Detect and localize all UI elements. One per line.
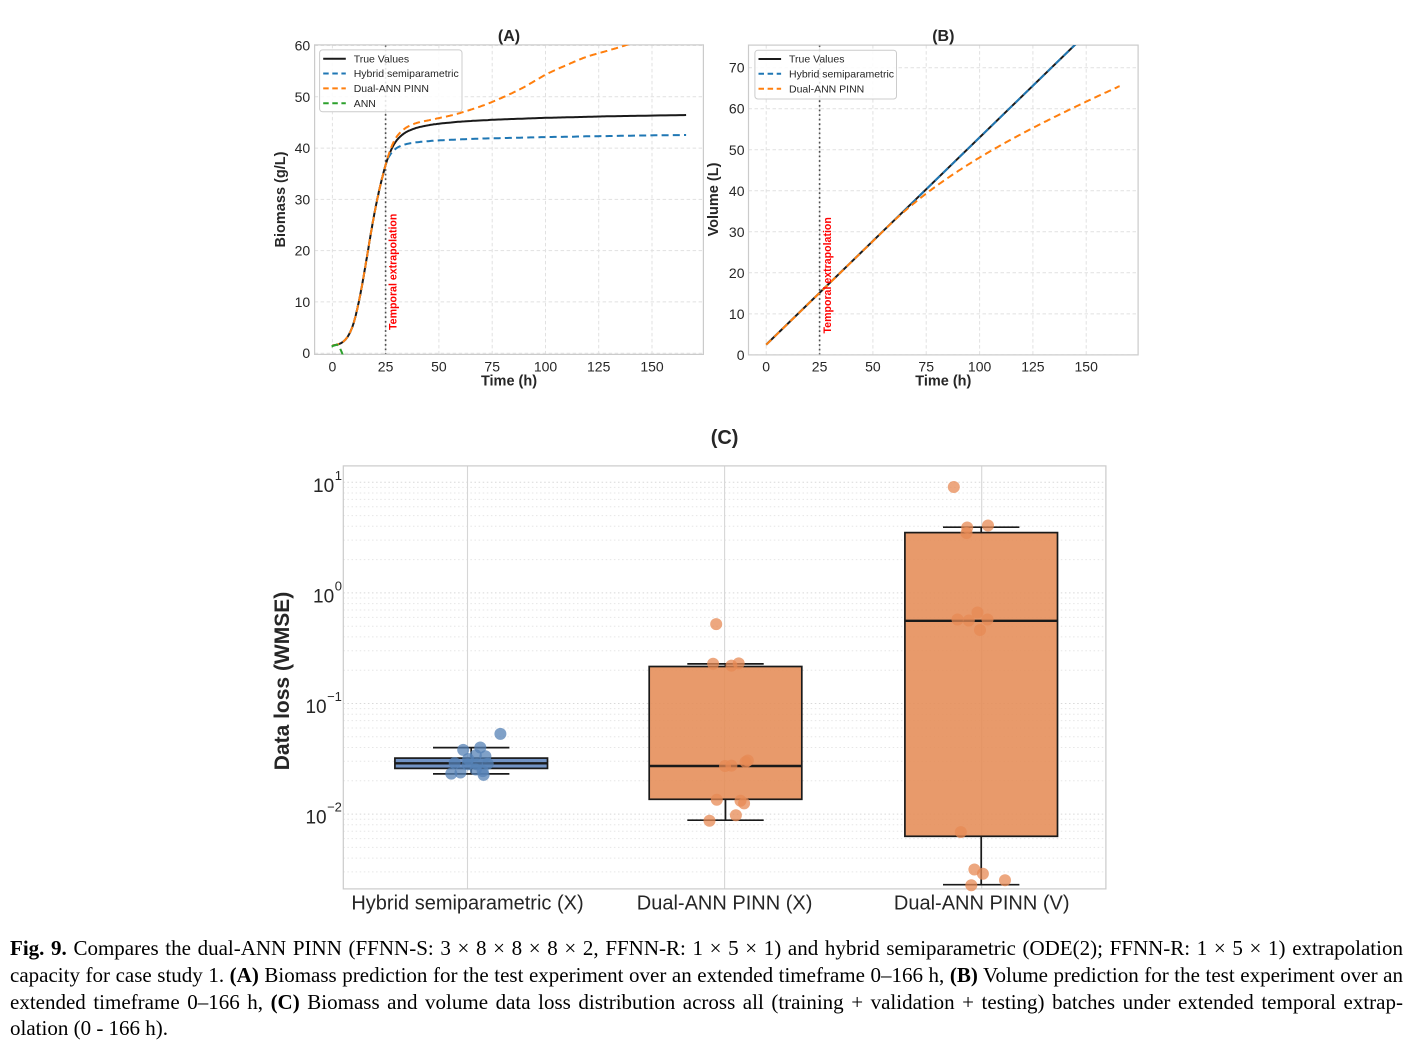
svg-text:Temporal extrapolation: Temporal extrapolation [822, 217, 834, 333]
svg-text:Hybrid semiparametric: Hybrid semiparametric [354, 68, 459, 80]
svg-text:0: 0 [737, 347, 745, 363]
svg-text:(C): (C) [711, 427, 739, 449]
svg-text:100: 100 [968, 359, 992, 375]
svg-text:10: 10 [313, 586, 334, 607]
svg-text:Temporal extrapolation: Temporal extrapolation [388, 214, 400, 330]
svg-text:Dual-ANN PINN: Dual-ANN PINN [354, 83, 429, 95]
svg-text:0: 0 [335, 578, 342, 593]
svg-text:75: 75 [918, 359, 934, 375]
svg-text:0: 0 [302, 345, 310, 361]
svg-text:60: 60 [295, 38, 311, 54]
svg-text:Data loss (WMSE): Data loss (WMSE) [271, 592, 294, 771]
svg-text:True Values: True Values [789, 54, 844, 66]
svg-text:(B): (B) [932, 28, 954, 45]
svg-text:Biomass (g/L): Biomass (g/L) [273, 151, 289, 247]
svg-text:60: 60 [729, 101, 745, 117]
svg-text:125: 125 [587, 359, 611, 375]
svg-text:Time (h): Time (h) [915, 374, 971, 390]
svg-text:10: 10 [295, 294, 311, 310]
svg-text:40: 40 [295, 140, 311, 156]
svg-text:20: 20 [729, 265, 745, 281]
svg-text:10: 10 [305, 697, 326, 718]
svg-text:50: 50 [295, 89, 311, 105]
svg-text:150: 150 [1075, 359, 1099, 375]
svg-text:30: 30 [729, 224, 745, 240]
svg-text:0: 0 [762, 359, 770, 375]
svg-text:70: 70 [729, 60, 745, 76]
svg-text:30: 30 [295, 191, 311, 207]
svg-text:50: 50 [729, 142, 745, 158]
svg-text:−2: −2 [327, 800, 342, 815]
svg-text:10: 10 [729, 306, 745, 322]
svg-text:Volume (L): Volume (L) [706, 162, 722, 236]
svg-text:Hybrid semiparametric (X): Hybrid semiparametric (X) [351, 893, 583, 915]
svg-text:10: 10 [313, 476, 334, 497]
svg-text:Dual-ANN PINN: Dual-ANN PINN [789, 83, 864, 95]
svg-text:ANN: ANN [354, 98, 376, 110]
svg-text:−1: −1 [327, 689, 342, 704]
svg-text:150: 150 [640, 359, 664, 375]
svg-text:10: 10 [305, 808, 326, 829]
svg-text:Dual-ANN PINN (V): Dual-ANN PINN (V) [894, 893, 1070, 915]
svg-text:Hybrid semiparametric: Hybrid semiparametric [789, 68, 894, 80]
svg-text:50: 50 [431, 359, 447, 375]
svg-text:50: 50 [865, 359, 881, 375]
svg-text:100: 100 [534, 359, 558, 375]
svg-text:40: 40 [729, 183, 745, 199]
svg-text:20: 20 [295, 243, 311, 259]
svg-text:125: 125 [1021, 359, 1045, 375]
svg-text:25: 25 [378, 359, 394, 375]
svg-text:1: 1 [335, 468, 342, 483]
svg-text:75: 75 [484, 359, 500, 375]
svg-text:0: 0 [329, 359, 337, 375]
svg-text:25: 25 [812, 359, 828, 375]
svg-text:(A): (A) [498, 28, 520, 45]
svg-text:Dual-ANN PINN (X): Dual-ANN PINN (X) [637, 893, 813, 915]
svg-text:Time (h): Time (h) [481, 374, 537, 390]
svg-text:True Values: True Values [354, 53, 409, 65]
